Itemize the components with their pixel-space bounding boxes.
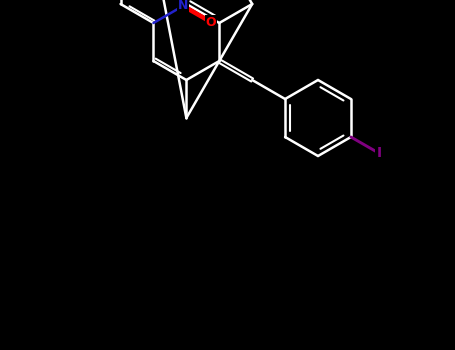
Text: N: N: [178, 0, 188, 12]
Text: O: O: [206, 15, 217, 29]
Text: I: I: [376, 146, 381, 160]
